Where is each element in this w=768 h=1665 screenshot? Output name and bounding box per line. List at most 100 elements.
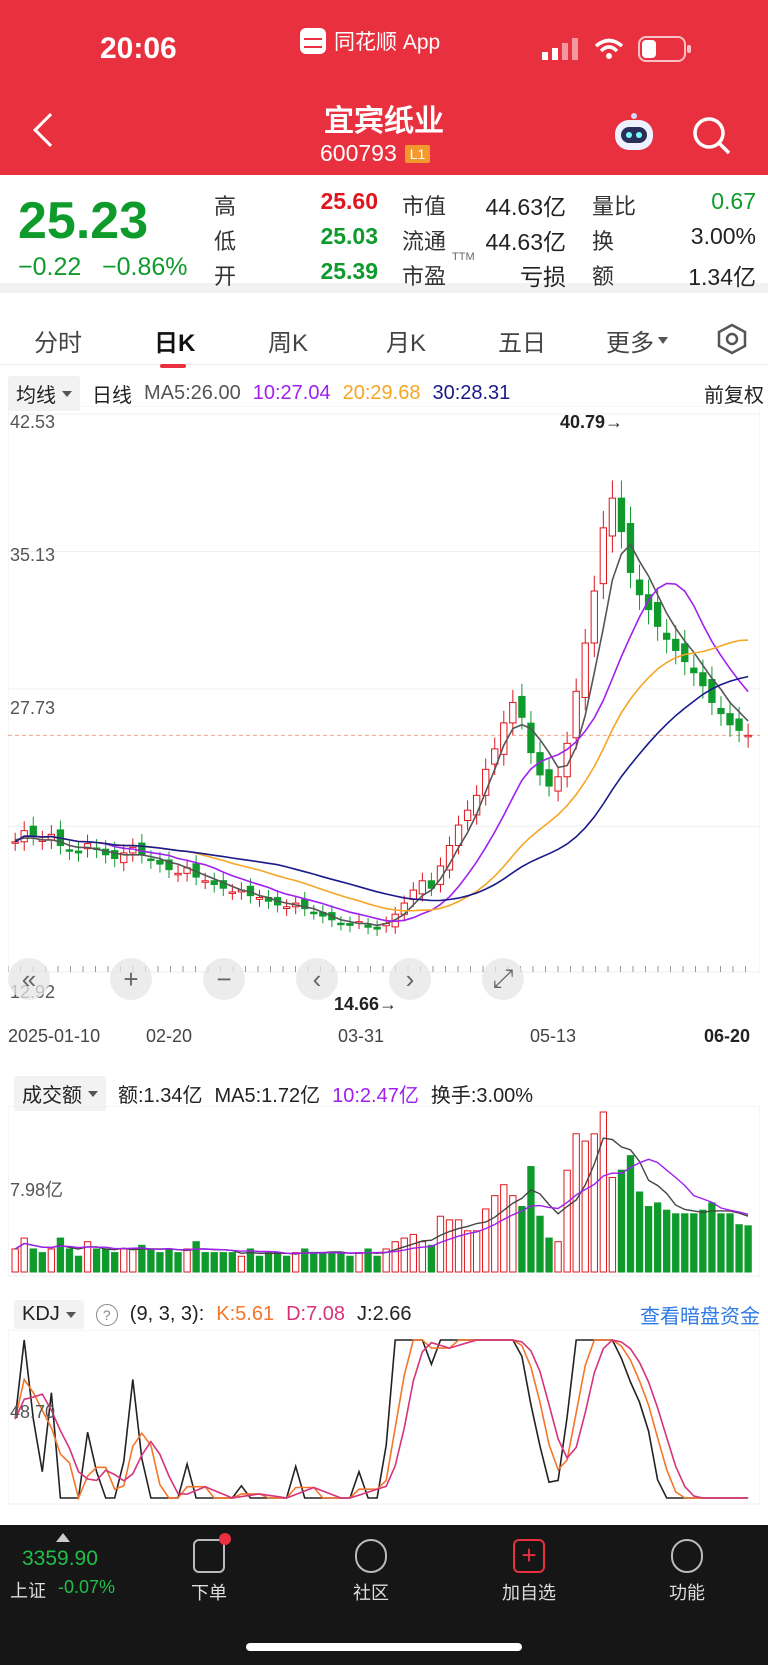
mktcap-label: 市值 xyxy=(402,194,447,219)
app-header: 20:06 同花顺 App 宜宾纸业 600793 L1 xyxy=(0,0,768,175)
volume-bar xyxy=(581,1140,589,1273)
volume-indicator-label: 成交额 xyxy=(22,1085,82,1107)
kdj-d-line xyxy=(14,1339,749,1499)
bottom-toolbar: 3359.90 上证 -0.07% 下单 社区 + 加自选 功能 xyxy=(0,1525,768,1665)
volume-bar xyxy=(364,1248,372,1273)
volume-legend-row: 成交额 额:1.34亿 MA5:1.72亿 10:2.47亿 换手:3.00% xyxy=(14,1076,533,1111)
kdj-indicator-label: KDJ xyxy=(22,1303,60,1325)
float-label: 流通 xyxy=(402,229,447,254)
scroll-left-icon[interactable]: ‹ xyxy=(296,958,338,1000)
volume-bar xyxy=(644,1206,653,1273)
tab-monthly-k[interactable]: 月K xyxy=(386,330,427,357)
kdj-chart[interactable] xyxy=(8,1330,760,1506)
tab-more[interactable]: 更多 xyxy=(606,323,668,358)
low-label: 低 xyxy=(214,229,237,254)
high-marker: 40.79→ xyxy=(560,412,624,432)
volume-bar xyxy=(156,1252,164,1273)
zoom-out-icon[interactable]: − xyxy=(203,958,245,1000)
volume-bar xyxy=(690,1213,698,1273)
price-axis-mid2: 27.73 xyxy=(10,698,56,718)
period-label: 日线 xyxy=(92,385,132,407)
battery-icon xyxy=(638,36,691,62)
volume-bar xyxy=(482,1208,490,1273)
volume-bar xyxy=(500,1184,508,1273)
volume-bar xyxy=(138,1244,146,1273)
volume-bar xyxy=(355,1252,363,1273)
scroll-right-icon[interactable]: › xyxy=(389,958,431,1000)
volume-bar xyxy=(744,1225,752,1273)
candle xyxy=(418,880,427,895)
dark-pool-link[interactable]: 查看暗盘资金 xyxy=(640,1306,760,1328)
volume-bar xyxy=(301,1248,309,1273)
ai-robot-icon[interactable] xyxy=(612,112,656,152)
pe-value: 亏损 xyxy=(520,264,566,290)
candle xyxy=(201,880,209,883)
candle xyxy=(337,922,345,926)
ma5-line xyxy=(15,543,749,927)
volume-chart[interactable] xyxy=(8,1106,760,1278)
search-icon[interactable] xyxy=(692,116,732,156)
volume-bar xyxy=(228,1252,237,1273)
volume-bar xyxy=(201,1252,209,1273)
volume-bar xyxy=(554,1241,562,1273)
candle xyxy=(644,594,653,611)
low-marker: 14.66→ xyxy=(334,994,398,1014)
community-star-icon xyxy=(355,1539,387,1573)
candle xyxy=(608,497,617,537)
amount-value: 1.34亿 xyxy=(688,264,756,290)
volume-bar xyxy=(255,1255,264,1273)
order-label: 下单 xyxy=(191,1583,227,1603)
candle xyxy=(463,809,472,822)
function-button[interactable]: 功能 xyxy=(642,1539,732,1605)
stock-code: 600793 xyxy=(320,140,397,166)
adjust-mode[interactable]: 前复权 xyxy=(704,385,764,407)
volume-bar xyxy=(183,1248,191,1273)
kdj-indicator-dropdown[interactable]: KDJ xyxy=(14,1300,84,1329)
candle xyxy=(111,850,119,859)
indicator-dropdown[interactable]: 均线 xyxy=(8,376,80,411)
expand-up-icon[interactable] xyxy=(56,1533,70,1542)
volume-bar xyxy=(174,1252,182,1273)
add-watchlist-button[interactable]: + 加自选 xyxy=(484,1539,574,1605)
tab-intraday[interactable]: 分时 xyxy=(34,330,82,357)
scroll-left-fast-icon[interactable]: « xyxy=(8,958,50,1000)
app-switch-label[interactable]: 同花顺 App xyxy=(300,26,440,56)
candle xyxy=(165,859,173,871)
tab-weekly-k[interactable]: 周K xyxy=(268,330,309,357)
zoom-in-icon[interactable]: + xyxy=(110,958,152,1000)
tab-more-label: 更多 xyxy=(606,330,654,357)
volume-bar xyxy=(47,1248,56,1273)
home-indicator xyxy=(246,1643,522,1651)
community-button[interactable]: 社区 xyxy=(326,1539,416,1605)
signal-icon xyxy=(542,38,578,60)
fullscreen-icon[interactable]: ⤢ xyxy=(482,958,524,1000)
volume-bar xyxy=(83,1241,92,1273)
order-button[interactable]: 下单 xyxy=(164,1533,254,1605)
community-label: 社区 xyxy=(353,1583,389,1603)
volume-ma5: MA5:1.72亿 xyxy=(214,1085,321,1107)
help-icon[interactable]: ? xyxy=(95,1303,118,1326)
candle xyxy=(581,642,589,698)
candle xyxy=(156,859,164,865)
index-value[interactable]: 3359.90 xyxy=(22,1547,98,1570)
candle xyxy=(681,643,689,663)
candle xyxy=(527,722,535,754)
tab-five-day[interactable]: 五日 xyxy=(498,330,546,357)
candle xyxy=(590,590,598,644)
ma30-line xyxy=(14,675,749,902)
function-label: 功能 xyxy=(669,1583,705,1603)
volume-indicator-dropdown[interactable]: 成交额 xyxy=(14,1076,106,1111)
volume-bar xyxy=(74,1255,83,1273)
volume-bar xyxy=(219,1252,227,1273)
settings-hexagon-icon[interactable] xyxy=(716,323,748,355)
kline-chart[interactable] xyxy=(8,406,760,1016)
volume-bar xyxy=(20,1237,28,1273)
volume-bar xyxy=(165,1248,173,1273)
candle xyxy=(554,776,562,792)
date-axis-4: 06-20 xyxy=(704,1026,751,1046)
candle xyxy=(663,632,671,640)
tab-daily-k[interactable]: 日K xyxy=(154,330,196,357)
volume-bar xyxy=(111,1252,119,1273)
volume-bar xyxy=(545,1237,553,1273)
volume-bar xyxy=(617,1169,626,1273)
